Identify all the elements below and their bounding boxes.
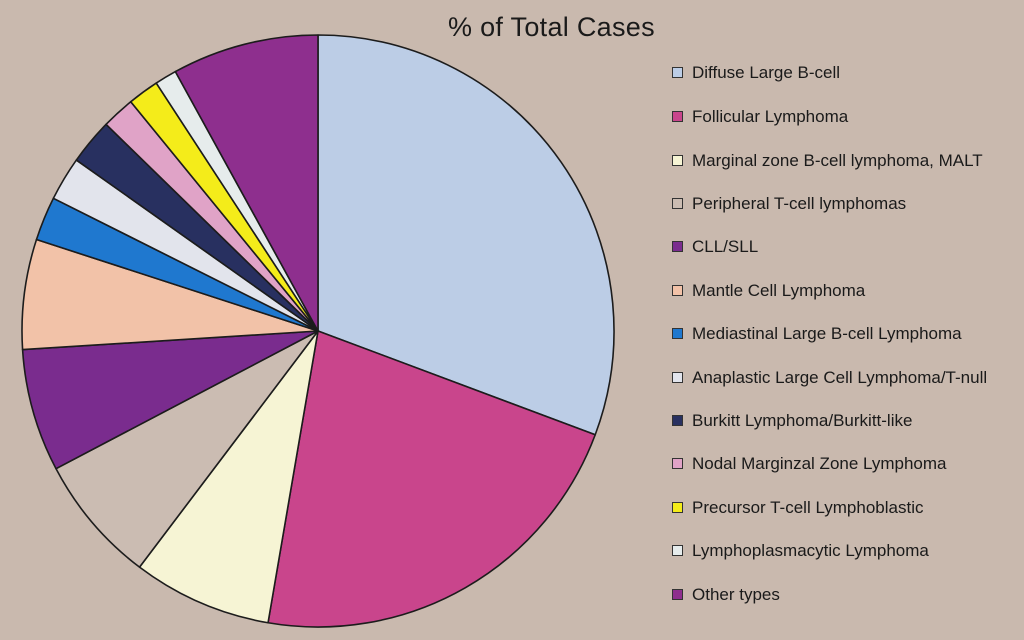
legend-swatch [672,241,683,252]
legend-swatch [672,415,683,426]
legend-item: Nodal Marginzal Zone Lymphoma [672,453,1017,475]
legend-item: Anaplastic Large Cell Lymphoma/T-null [672,367,1017,389]
legend-label: CLL/SLL [692,237,759,256]
legend-item: Lymphoplasmacytic Lymphoma [672,540,1017,562]
legend-item: Other types [672,584,1017,606]
legend-label: Mediastinal Large B-cell Lymphoma [692,324,962,343]
pie-slice [55,330,319,568]
legend-swatch [672,111,683,122]
legend-swatch [672,502,683,513]
legend-label: Peripheral T-cell lymphomas [692,194,907,213]
legend-swatch [672,328,683,339]
legend-item: Peripheral T-cell lymphomas [672,193,1017,215]
pie-chart [21,34,615,628]
legend-item: Marginal zone B-cell lymphoma, MALT [672,150,1017,172]
pie-slice [267,330,597,628]
legend-swatch [672,589,683,600]
legend-item: Diffuse Large B-cell [672,62,1017,84]
legend-label: Follicular Lymphoma [692,107,849,126]
pie-slice [138,330,319,624]
legend-swatch [672,198,683,209]
pie-slice [21,330,319,470]
legend-swatch [672,372,683,383]
legend-label: Precursor T-cell Lymphoblastic [692,498,924,517]
legend-item: Mantle Cell Lymphoma [672,280,1017,302]
legend-label: Burkitt Lymphoma/Burkitt-like [692,411,913,430]
legend-label: Diffuse Large B-cell [692,63,841,82]
legend-label: Mantle Cell Lymphoma [692,281,866,300]
legend-label: Anaplastic Large Cell Lymphoma/T-null [692,368,988,387]
legend-item: Follicular Lymphoma [672,106,1017,128]
pie-slice [317,34,615,436]
chart-title: % of Total Cases [448,12,655,42]
legend-swatch [672,67,683,78]
legend-swatch [672,155,683,166]
legend-label: Nodal Marginzal Zone Lymphoma [692,454,947,473]
legend-item: Precursor T-cell Lymphoblastic [672,497,1017,519]
legend-label: Lymphoplasmacytic Lymphoma [692,541,929,560]
legend-label: Marginal zone B-cell lymphoma, MALT [692,151,983,170]
legend-swatch [672,545,683,556]
legend-item: CLL/SLL [672,236,1017,258]
legend-item: Mediastinal Large B-cell Lymphoma [672,323,1017,345]
legend-item: Burkitt Lymphoma/Burkitt-like [672,410,1017,432]
legend-label: Other types [692,585,780,604]
legend-swatch [672,458,683,469]
pie-slice [174,34,319,332]
legend-swatch [672,285,683,296]
